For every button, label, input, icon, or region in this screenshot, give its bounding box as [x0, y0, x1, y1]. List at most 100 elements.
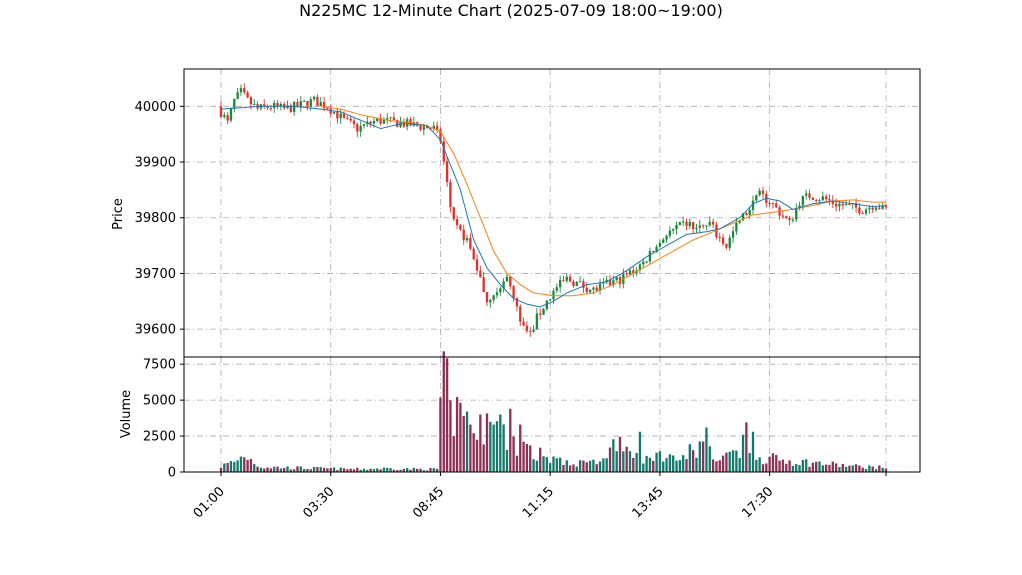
- volume-bar: [316, 466, 319, 472]
- volume-bar: [705, 427, 708, 472]
- volume-bar: [858, 465, 861, 472]
- volume-bar: [342, 468, 346, 472]
- candle-body: [279, 104, 283, 107]
- volume-bar: [848, 465, 851, 472]
- volume-bar: [578, 460, 582, 472]
- volume-bar: [851, 465, 854, 472]
- candle-body: [219, 106, 223, 117]
- candle-body: [246, 92, 249, 98]
- candle-body: [545, 300, 549, 310]
- candle-body: [582, 281, 585, 288]
- candle-body: [539, 313, 542, 315]
- volume-bar: [555, 458, 558, 472]
- volume-bar: [339, 467, 342, 472]
- volume-bar: [329, 467, 332, 472]
- candle-body: [731, 231, 735, 238]
- volume-bar: [628, 451, 632, 472]
- volume-bar: [788, 460, 791, 472]
- candle-body: [379, 117, 382, 124]
- candle-body: [229, 108, 233, 121]
- candle-body: [455, 219, 459, 226]
- candle-body: [728, 237, 731, 248]
- candle-body: [226, 115, 229, 121]
- volume-bar: [419, 468, 422, 472]
- volume-bar: [811, 462, 815, 472]
- candle-body: [249, 97, 253, 105]
- candle-body: [549, 299, 552, 301]
- candle-body: [758, 190, 761, 196]
- volume-bar: [416, 468, 419, 472]
- volume-bar: [263, 468, 266, 472]
- candle-body: [342, 113, 346, 118]
- volume-bar: [352, 469, 356, 472]
- candle-body: [585, 287, 588, 293]
- candle-body: [509, 276, 512, 287]
- candle-body: [701, 225, 705, 227]
- volume-bar: [618, 436, 622, 472]
- volume-bar: [249, 458, 253, 472]
- volume-bar: [356, 467, 359, 472]
- candle-body: [266, 106, 269, 108]
- volume-bar: [525, 443, 529, 472]
- candle-body: [844, 203, 848, 206]
- volume-bar: [761, 464, 765, 472]
- candle-body: [346, 117, 349, 119]
- candle-body: [874, 207, 878, 210]
- volume-bar: [379, 469, 382, 472]
- candle-body: [725, 243, 728, 248]
- candle-body: [605, 279, 608, 283]
- volume-bar: [462, 415, 465, 472]
- volume-bar: [243, 457, 246, 472]
- candle-body: [808, 193, 811, 198]
- volume-bar: [718, 460, 721, 472]
- volume-bar: [292, 469, 296, 472]
- candle-body: [396, 119, 399, 127]
- candle-body: [592, 287, 595, 290]
- volume-bar: [376, 468, 379, 472]
- volume-bar: [532, 459, 535, 472]
- candle-body: [465, 237, 469, 241]
- candle-body: [372, 121, 376, 124]
- candle-body: [668, 230, 672, 236]
- volume-bar: [512, 436, 515, 472]
- candle-body: [568, 276, 572, 282]
- volume-bar: [409, 469, 412, 472]
- candle-body: [296, 102, 299, 107]
- volume-bar: [552, 456, 555, 472]
- volume-bar: [452, 436, 455, 472]
- volume-bar: [758, 457, 761, 472]
- volume-bar: [509, 408, 512, 472]
- volume-bar: [701, 441, 705, 472]
- candle-body: [352, 120, 356, 125]
- volume-bar: [878, 465, 881, 472]
- candle-body: [811, 197, 815, 200]
- candle-body: [721, 237, 725, 244]
- volume-bar: [359, 469, 362, 472]
- candle-body: [781, 215, 785, 217]
- candle-body: [648, 251, 652, 262]
- candle-body: [711, 221, 715, 225]
- volume-bar: [602, 458, 605, 472]
- candle-body: [292, 102, 296, 112]
- volume-bar: [831, 461, 834, 472]
- price-y-ticks: 39600 39700 39800 39900 40000: [135, 100, 184, 338]
- candle-body: [555, 287, 558, 291]
- volume-bar: [615, 451, 618, 472]
- volume-bar: [372, 469, 376, 472]
- volume-bar: [874, 469, 878, 472]
- volume-bar: [864, 469, 868, 472]
- volume-bar: [861, 467, 864, 472]
- price-tick-label: 39700: [135, 267, 176, 282]
- price-candles: [219, 83, 888, 337]
- candle-body: [399, 121, 402, 127]
- volume-bar: [828, 464, 831, 472]
- ma-short-line: [220, 105, 887, 308]
- volume-bar: [771, 453, 775, 472]
- candle-body: [479, 270, 482, 278]
- candle-body: [815, 199, 818, 201]
- volume-bar: [588, 460, 592, 472]
- volume-bar: [299, 466, 302, 472]
- volume-bar: [412, 467, 416, 472]
- price-tick-label: 39600: [135, 323, 176, 338]
